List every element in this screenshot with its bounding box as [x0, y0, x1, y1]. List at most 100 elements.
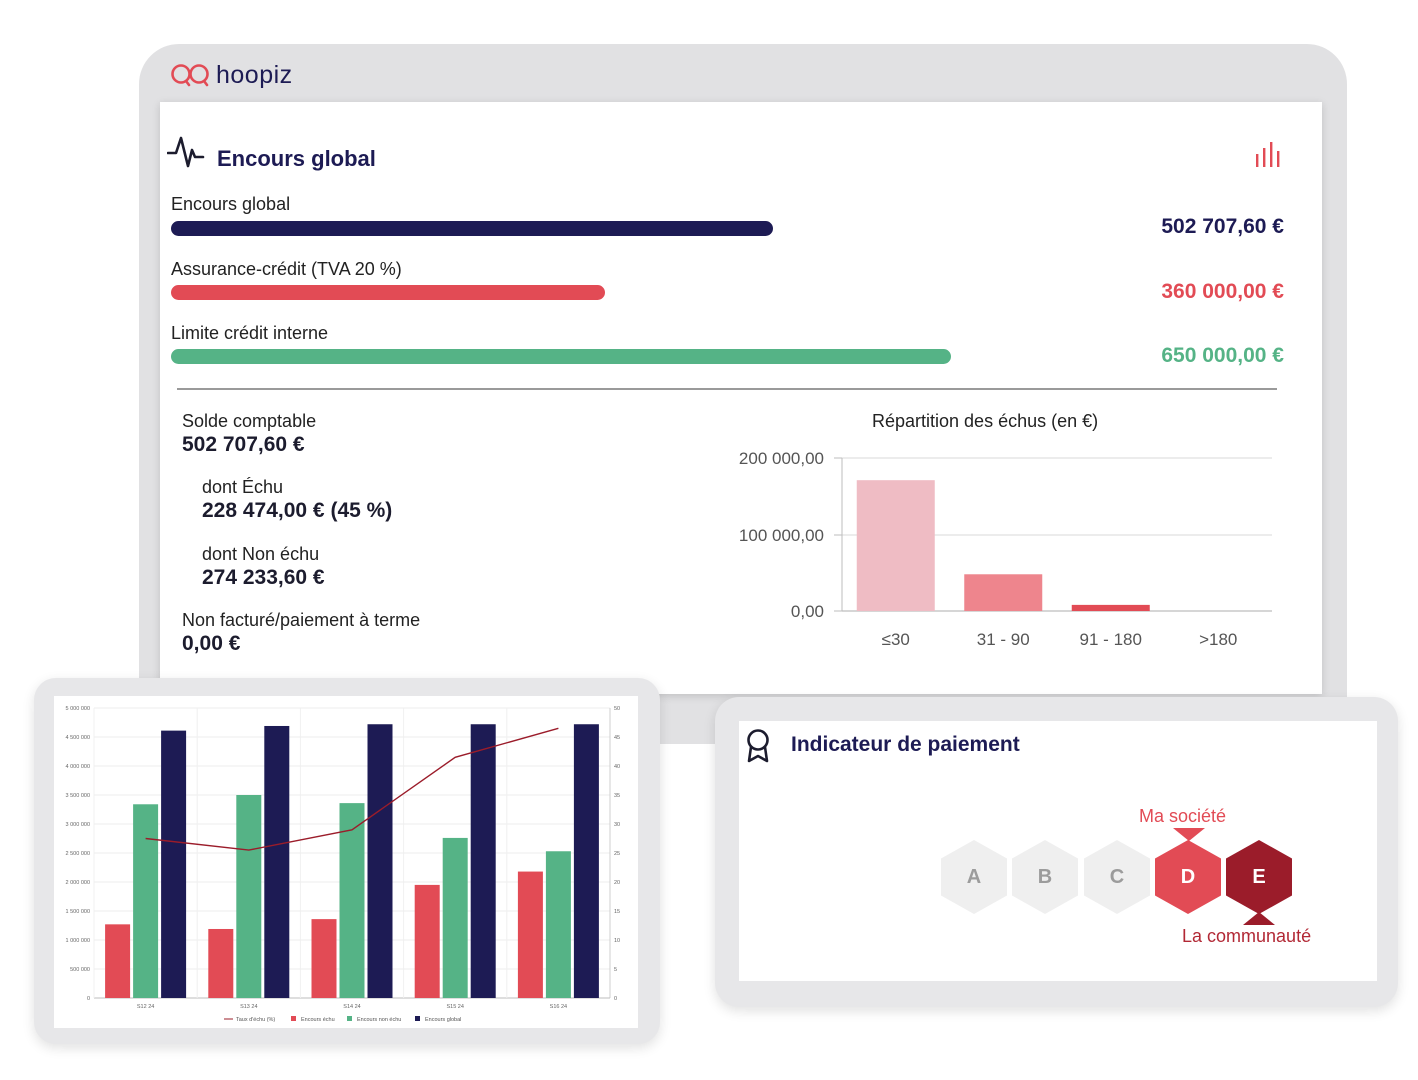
indicator-title: Indicateur de paiement	[791, 733, 1020, 756]
y-tick-label: 4 500 000	[66, 735, 90, 741]
hoopiz-logo: hoopiz	[170, 58, 293, 92]
assurance-credit-value: 360 000,00 €	[1161, 280, 1284, 303]
series-bar	[236, 795, 262, 998]
y-tick-label: 4 000 000	[66, 764, 90, 770]
grade-d-letter: D	[1180, 866, 1196, 888]
pulse-icon	[167, 136, 205, 168]
grade-b: B	[1012, 840, 1078, 914]
grade-c: C	[1084, 840, 1150, 914]
encours-global-value: 502 707,60 €	[1161, 215, 1284, 238]
series-bar	[311, 919, 337, 998]
legend-label: Encours non échu	[357, 1017, 401, 1023]
ma-societe-marker	[1173, 828, 1205, 841]
series-bar	[545, 851, 571, 998]
non-facture-label: Non facturé/paiement à terme	[182, 610, 421, 630]
grade-b-letter: B	[1037, 866, 1053, 888]
series-bar	[264, 725, 290, 998]
limite-credit-bar	[171, 349, 951, 364]
solde-value: 502 707,60 €	[182, 433, 305, 456]
limite-credit-label: Limite crédit interne	[171, 323, 329, 343]
grade-e-letter: E	[1252, 866, 1266, 888]
x-tick-label: S15 24	[446, 1004, 463, 1010]
y-tick-label: 1 500 000	[66, 909, 90, 915]
grade-e: E	[1226, 840, 1292, 914]
series-bar	[367, 724, 393, 998]
y-tick-label: 3 500 000	[66, 793, 90, 799]
series-bar	[442, 837, 468, 998]
y-tick-label: 1 000 000	[66, 938, 90, 944]
x-tick-label: S13 24	[240, 1004, 257, 1010]
x-tick-label: S12 24	[137, 1004, 154, 1010]
hoopiz-logo-icon	[171, 64, 209, 87]
solde-label: Solde comptable	[182, 411, 317, 431]
brand-name: hoopiz	[216, 60, 293, 89]
echus-bar	[964, 574, 1043, 611]
y2-tick-label: 10	[614, 938, 620, 944]
y2-tick-label: 0	[614, 996, 617, 1002]
echus-y-tick: 100 000,00	[739, 526, 824, 545]
non-echu-label: dont Non échu	[202, 544, 320, 564]
y-tick-label: 2 000 000	[66, 880, 90, 886]
y-tick-label: 3 000 000	[66, 822, 90, 828]
legend-swatch	[291, 1016, 296, 1021]
series-bar	[414, 884, 440, 998]
legend-label: Taux d'échu (%)	[236, 1017, 275, 1023]
echus-bar	[1071, 604, 1150, 611]
echus-x-tick: 31 - 90	[977, 630, 1030, 649]
grade-a-letter: A	[966, 866, 982, 888]
divider	[177, 388, 1277, 390]
y2-tick-label: 25	[614, 851, 620, 857]
weekly-chart-panel: 5 000 000 4 500 000 4 000 000 3 500 000 3 00…	[54, 696, 638, 1028]
y2-tick-label: 35	[614, 793, 620, 799]
series-bar	[161, 730, 187, 998]
echus-x-tick: 91 - 180	[1080, 630, 1142, 649]
ma-societe-label: Ma société	[1139, 806, 1227, 826]
non-echu-value: 274 233,60 €	[202, 566, 325, 589]
y2-tick-label: 50	[614, 706, 620, 712]
y2-tick-label: 15	[614, 909, 620, 915]
non-facture-value: 0,00 €	[182, 632, 241, 655]
series-bar	[573, 724, 599, 998]
y2-tick-label: 5	[614, 967, 617, 973]
echu-value: 228 474,00 € (45 %)	[202, 499, 393, 522]
x-tick-label: S16 24	[550, 1004, 567, 1010]
legend-swatch	[415, 1016, 420, 1021]
award-icon	[747, 729, 769, 763]
series-bar	[208, 928, 234, 998]
encours-global-label: Encours global	[171, 194, 291, 214]
series-bar	[339, 803, 365, 998]
assurance-credit-bar	[171, 285, 605, 300]
echus-chart-title: Répartition des échus (en €)	[872, 411, 1099, 431]
encours-panel	[160, 102, 1322, 694]
grade-a: A	[941, 840, 1007, 914]
echus-x-tick: ≤30	[882, 630, 910, 649]
rate-line	[145, 727, 559, 851]
echus-bar	[856, 480, 935, 611]
echus-y-tick: 200 000,00	[739, 449, 824, 468]
series-bar	[105, 924, 131, 998]
y-tick-label: 2 500 000	[66, 851, 90, 857]
weekly-chart: 5 000 000 4 500 000 4 000 000 3 500 000 3 00…	[66, 706, 621, 1023]
series-bar	[517, 871, 543, 998]
encours-global-bar	[171, 221, 773, 236]
communaute-label: La communauté	[1182, 926, 1312, 946]
y2-tick-label: 40	[614, 764, 620, 770]
y-tick-label: 0	[87, 996, 90, 1002]
y-tick-label: 500 000	[70, 967, 90, 973]
grade-c-letter: C	[1109, 866, 1125, 888]
communaute-marker	[1243, 912, 1275, 925]
series-bar	[133, 804, 159, 998]
limite-credit-value: 650 000,00 €	[1161, 344, 1284, 367]
y2-tick-label: 45	[614, 735, 620, 741]
grade-d: D	[1155, 840, 1221, 914]
echus-x-tick: >180	[1199, 630, 1237, 649]
bar-chart-icon[interactable]	[1255, 141, 1281, 169]
series-bar	[470, 724, 496, 998]
echu-label: dont Échu	[202, 477, 284, 497]
x-tick-label: S14 24	[343, 1004, 360, 1010]
panel-title: Encours global	[217, 146, 376, 171]
assurance-credit-label: Assurance-crédit (TVA 20 %)	[171, 259, 402, 279]
echus-y-tick: 0,00	[791, 602, 824, 621]
y2-tick-label: 30	[614, 822, 620, 828]
legend-swatch	[347, 1016, 352, 1021]
